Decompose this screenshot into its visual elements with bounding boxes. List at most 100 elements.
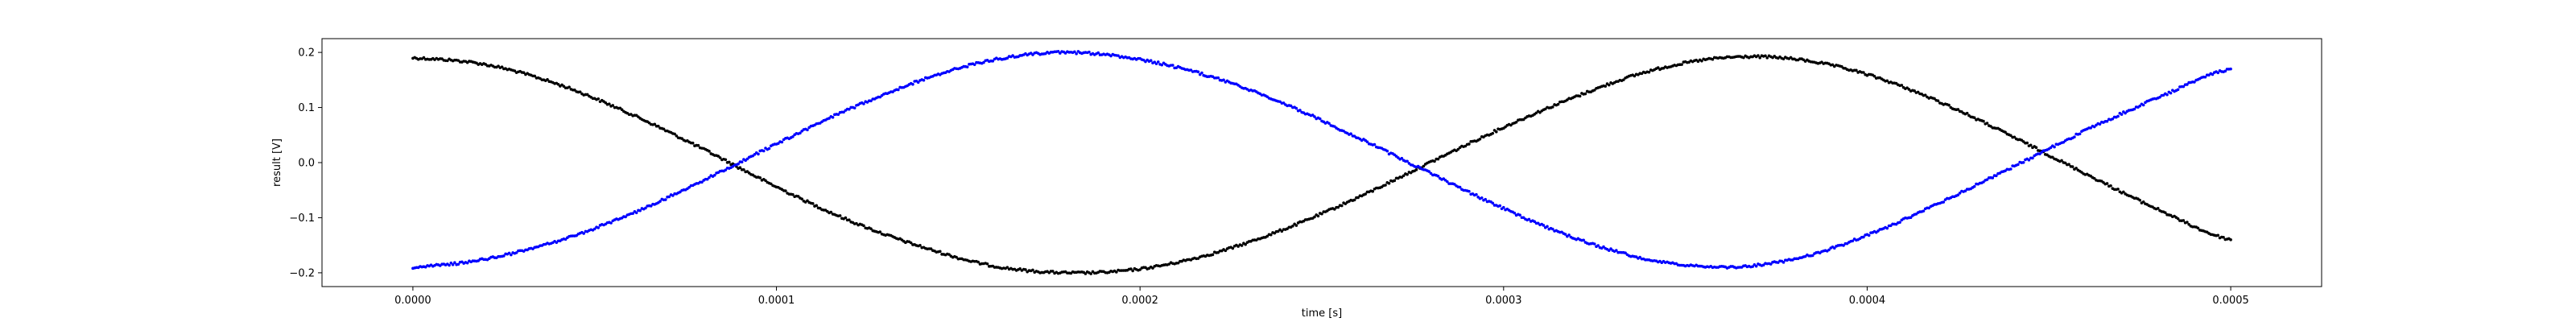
data-point [691,141,695,145]
data-point [1387,181,1391,185]
data-point [1742,56,1745,60]
data-point [1131,269,1134,273]
data-point [2141,200,2145,204]
data-point [1556,102,1560,106]
data-point [815,204,819,208]
data-point [1942,200,1946,204]
x-tick-label: 0.0005 [2212,295,2249,307]
data-point [634,211,638,215]
data-point [1862,235,1865,239]
data-point [2141,103,2145,107]
data-point [2186,221,2189,224]
data-point [2067,163,2070,166]
data-point [2138,198,2141,202]
data-point [1436,157,1440,161]
data-point [1031,268,1034,272]
data-point [811,202,815,205]
data-point [1154,62,1158,66]
data-point [1514,120,1518,124]
data-point [1211,253,1215,257]
data-point [2038,152,2041,155]
data-point [500,65,504,68]
data-point [2025,141,2029,145]
data-point [1491,131,1495,135]
data-point [1340,204,1344,208]
data-point [422,56,426,60]
series-2 [411,49,2232,270]
data-point [777,142,780,146]
data-point [2116,114,2120,118]
data-point [1851,239,1855,243]
data-point [624,215,627,219]
data-point [1427,170,1431,173]
data-point [2229,238,2232,242]
data-point [1456,147,1460,151]
data-point [568,85,571,89]
data-point [1498,204,1502,208]
data-point [2017,163,2020,167]
data-point [675,134,679,138]
data-point [2156,207,2160,210]
data-point [737,162,740,166]
data-point [1965,111,1969,115]
data-point [828,117,831,120]
data-point [578,90,582,93]
data-point [1313,215,1316,219]
data-point [919,244,922,247]
data-point [507,251,511,255]
data-point [1151,266,1154,270]
data-point [1754,264,1758,268]
data-point [705,177,709,181]
data-point [456,262,460,266]
data-point [745,157,749,161]
data-point [1563,233,1567,236]
data-point [1757,54,1760,57]
data-point [844,216,848,220]
data-point [700,180,704,184]
data-point [1422,164,1426,168]
data-point [2098,122,2102,126]
data-point [2060,159,2063,163]
data-point [796,195,800,198]
data-point [1922,209,1926,213]
data-point [708,175,711,180]
data-point [938,250,942,254]
data-point [1985,122,1989,125]
data-point [991,60,995,63]
data-point [718,156,722,159]
data-point [976,260,980,264]
data-point [2092,176,2096,180]
data-point [2027,158,2031,162]
data-point [1527,217,1531,221]
plot-points [411,49,2232,275]
data-point [2182,219,2186,222]
data-point [1436,175,1440,178]
data-point [842,110,845,114]
data-point [724,168,728,171]
data-point [1842,244,1845,247]
data-point [513,69,517,72]
x-tick-label: 0.0000 [394,295,431,307]
data-point [1480,196,1484,200]
data-point [762,149,766,153]
data-point [1156,60,1160,64]
data-point [1602,245,1605,249]
data-point [1088,50,1091,54]
data-point [658,200,662,203]
data-point [1433,159,1436,163]
data-point [1222,78,1225,82]
data-point [2070,165,2074,168]
data-point [728,160,731,164]
data-point [556,82,560,86]
data-point [1298,109,1302,112]
data-point [1607,83,1611,87]
data-point [696,143,700,147]
data-point [644,206,647,210]
data-point [985,262,989,266]
data-point [1265,234,1269,238]
data-point [1393,179,1397,183]
data-point [448,263,451,267]
data-point [653,122,657,126]
data-point [1084,272,1088,275]
data-point [2092,125,2096,129]
